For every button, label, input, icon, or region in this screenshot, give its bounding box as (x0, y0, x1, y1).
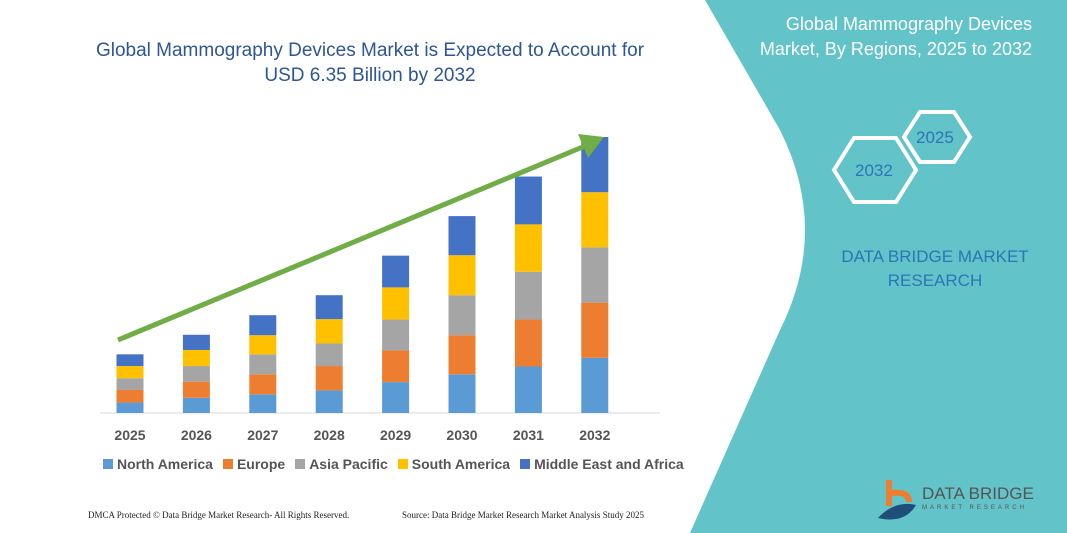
bar-segment-2027-middle-east-and-africa (249, 315, 277, 336)
x-axis: 2025 2026 2027 2028 2029 2030 2031 2032 (114, 427, 610, 443)
bar-segment-2025-europe (116, 389, 144, 403)
bar-segment-2027-south-america (249, 335, 277, 355)
legend-label: South America (411, 456, 511, 472)
logo-name: DATA BRIDGE (922, 484, 1034, 503)
footer-source: Source: Data Bridge Market Research Mark… (402, 510, 644, 520)
title-line-1: Global Mammography Devices Market is Exp… (95, 40, 645, 61)
bar-segment-2025-middle-east-and-africa (116, 354, 144, 367)
bar-segment-2032-asia-pacific (581, 247, 609, 303)
bar-segment-2031-asia-pacific (514, 271, 542, 320)
legend-swatch (295, 459, 306, 469)
bar-segment-2029-europe (382, 350, 410, 383)
bar-segment-2030-north-america (448, 374, 476, 413)
legend-swatch (222, 459, 233, 469)
bar-segment-2028-middle-east-and-africa (315, 295, 343, 320)
bar-segment-2032-south-america (581, 192, 609, 248)
hex-label-2025: 2025 (916, 128, 954, 147)
brand-line-2: RESEARCH (887, 271, 983, 290)
x-tick-label: 2032 (579, 427, 610, 443)
legend-item: Asia Pacific (295, 456, 388, 472)
bar-segment-2028-south-america (315, 319, 343, 344)
bar-segment-2030-europe (448, 335, 476, 375)
chart-title: Global Mammography Devices Market is Exp… (80, 38, 660, 88)
legend-item: North America (103, 456, 213, 472)
legend-item: Europe (222, 456, 286, 472)
x-tick-label: 2025 (114, 427, 145, 443)
bar-segment-2031-south-america (514, 224, 542, 272)
legend-label: Europe (236, 456, 286, 472)
bar-segment-2026-europe (182, 381, 210, 398)
bar-segment-2025-south-america (116, 366, 144, 379)
bar-segment-2029-middle-east-and-africa (382, 255, 410, 288)
logo-icon (878, 480, 916, 520)
bar-segment-2026-north-america (182, 397, 210, 413)
brand-line-1: DATA BRIDGE MARKET (841, 247, 1029, 266)
brand-text: DATA BRIDGE MARKET RESEARCH (815, 245, 1055, 293)
bar-segment-2032-europe (581, 302, 609, 358)
bar-segment-2028-europe (315, 366, 343, 391)
hex-2032 (831, 136, 919, 204)
bar-segment-2025-north-america (116, 402, 144, 413)
legend-swatch (520, 459, 531, 469)
bar-segment-2030-south-america (448, 255, 476, 296)
side-panel-shape (690, 0, 1067, 533)
legend-item: Middle East and Africa (520, 456, 684, 472)
legend-swatch (397, 459, 408, 469)
bar-segment-2028-asia-pacific (315, 343, 343, 367)
bar-segment-2027-europe (249, 374, 277, 395)
bar-segment-2027-asia-pacific (249, 354, 277, 375)
side-title-line-1: Global Mammography Devices (785, 14, 1032, 34)
legend-item: South America (397, 456, 511, 472)
hex-2025 (901, 110, 973, 164)
side-title-line-2: Market, By Regions, 2025 to 2032 (759, 39, 1032, 59)
legend-label: Asia Pacific (309, 456, 388, 472)
title-line-2: USD 6.35 Billion by 2032 (264, 65, 476, 86)
bar-segment-2026-asia-pacific (182, 366, 210, 382)
footer-copyright: DMCA Protected © Data Bridge Market Rese… (88, 510, 350, 520)
x-tick-label: 2027 (247, 427, 278, 443)
x-tick-label: 2026 (181, 427, 212, 443)
bar-segment-2031-middle-east-and-africa (514, 176, 542, 225)
bar-segment-2031-europe (514, 319, 542, 367)
legend-label: North America (117, 456, 213, 472)
bar-segment-2031-north-america (514, 366, 542, 413)
x-tick-label: 2030 (446, 427, 477, 443)
legend: North America Europe Asia Pacific South Ame… (103, 456, 684, 472)
bar-segment-2029-north-america (382, 382, 410, 413)
trend-arrowhead (578, 134, 604, 158)
bar-segment-2030-middle-east-and-africa (448, 216, 476, 256)
x-tick-label: 2028 (314, 427, 345, 443)
bar-segment-2032-north-america (581, 357, 609, 413)
bar-segment-2030-asia-pacific (448, 295, 476, 336)
bar-segment-2026-south-america (182, 349, 210, 367)
bar-segment-2025-asia-pacific (116, 378, 144, 390)
bar-segment-2029-south-america (382, 287, 410, 320)
x-tick-label: 2029 (380, 427, 411, 443)
bar-segment-2029-asia-pacific (382, 319, 410, 351)
bar-segment-2027-north-america (249, 394, 277, 413)
legend-label: Middle East and Africa (534, 456, 684, 472)
bar-segment-2028-north-america (315, 390, 343, 413)
trend-arrow (117, 143, 586, 343)
hex-label-2032: 2032 (855, 161, 893, 180)
legend-swatch (103, 459, 113, 469)
side-panel-title: Global Mammography Devices Market, By Re… (712, 12, 1032, 62)
bars-group (116, 137, 609, 413)
bar-segment-2026-middle-east-and-africa (182, 334, 210, 350)
x-tick-label: 2031 (513, 427, 544, 443)
logo-subtitle: MARKET RESEARCH (922, 505, 1027, 511)
